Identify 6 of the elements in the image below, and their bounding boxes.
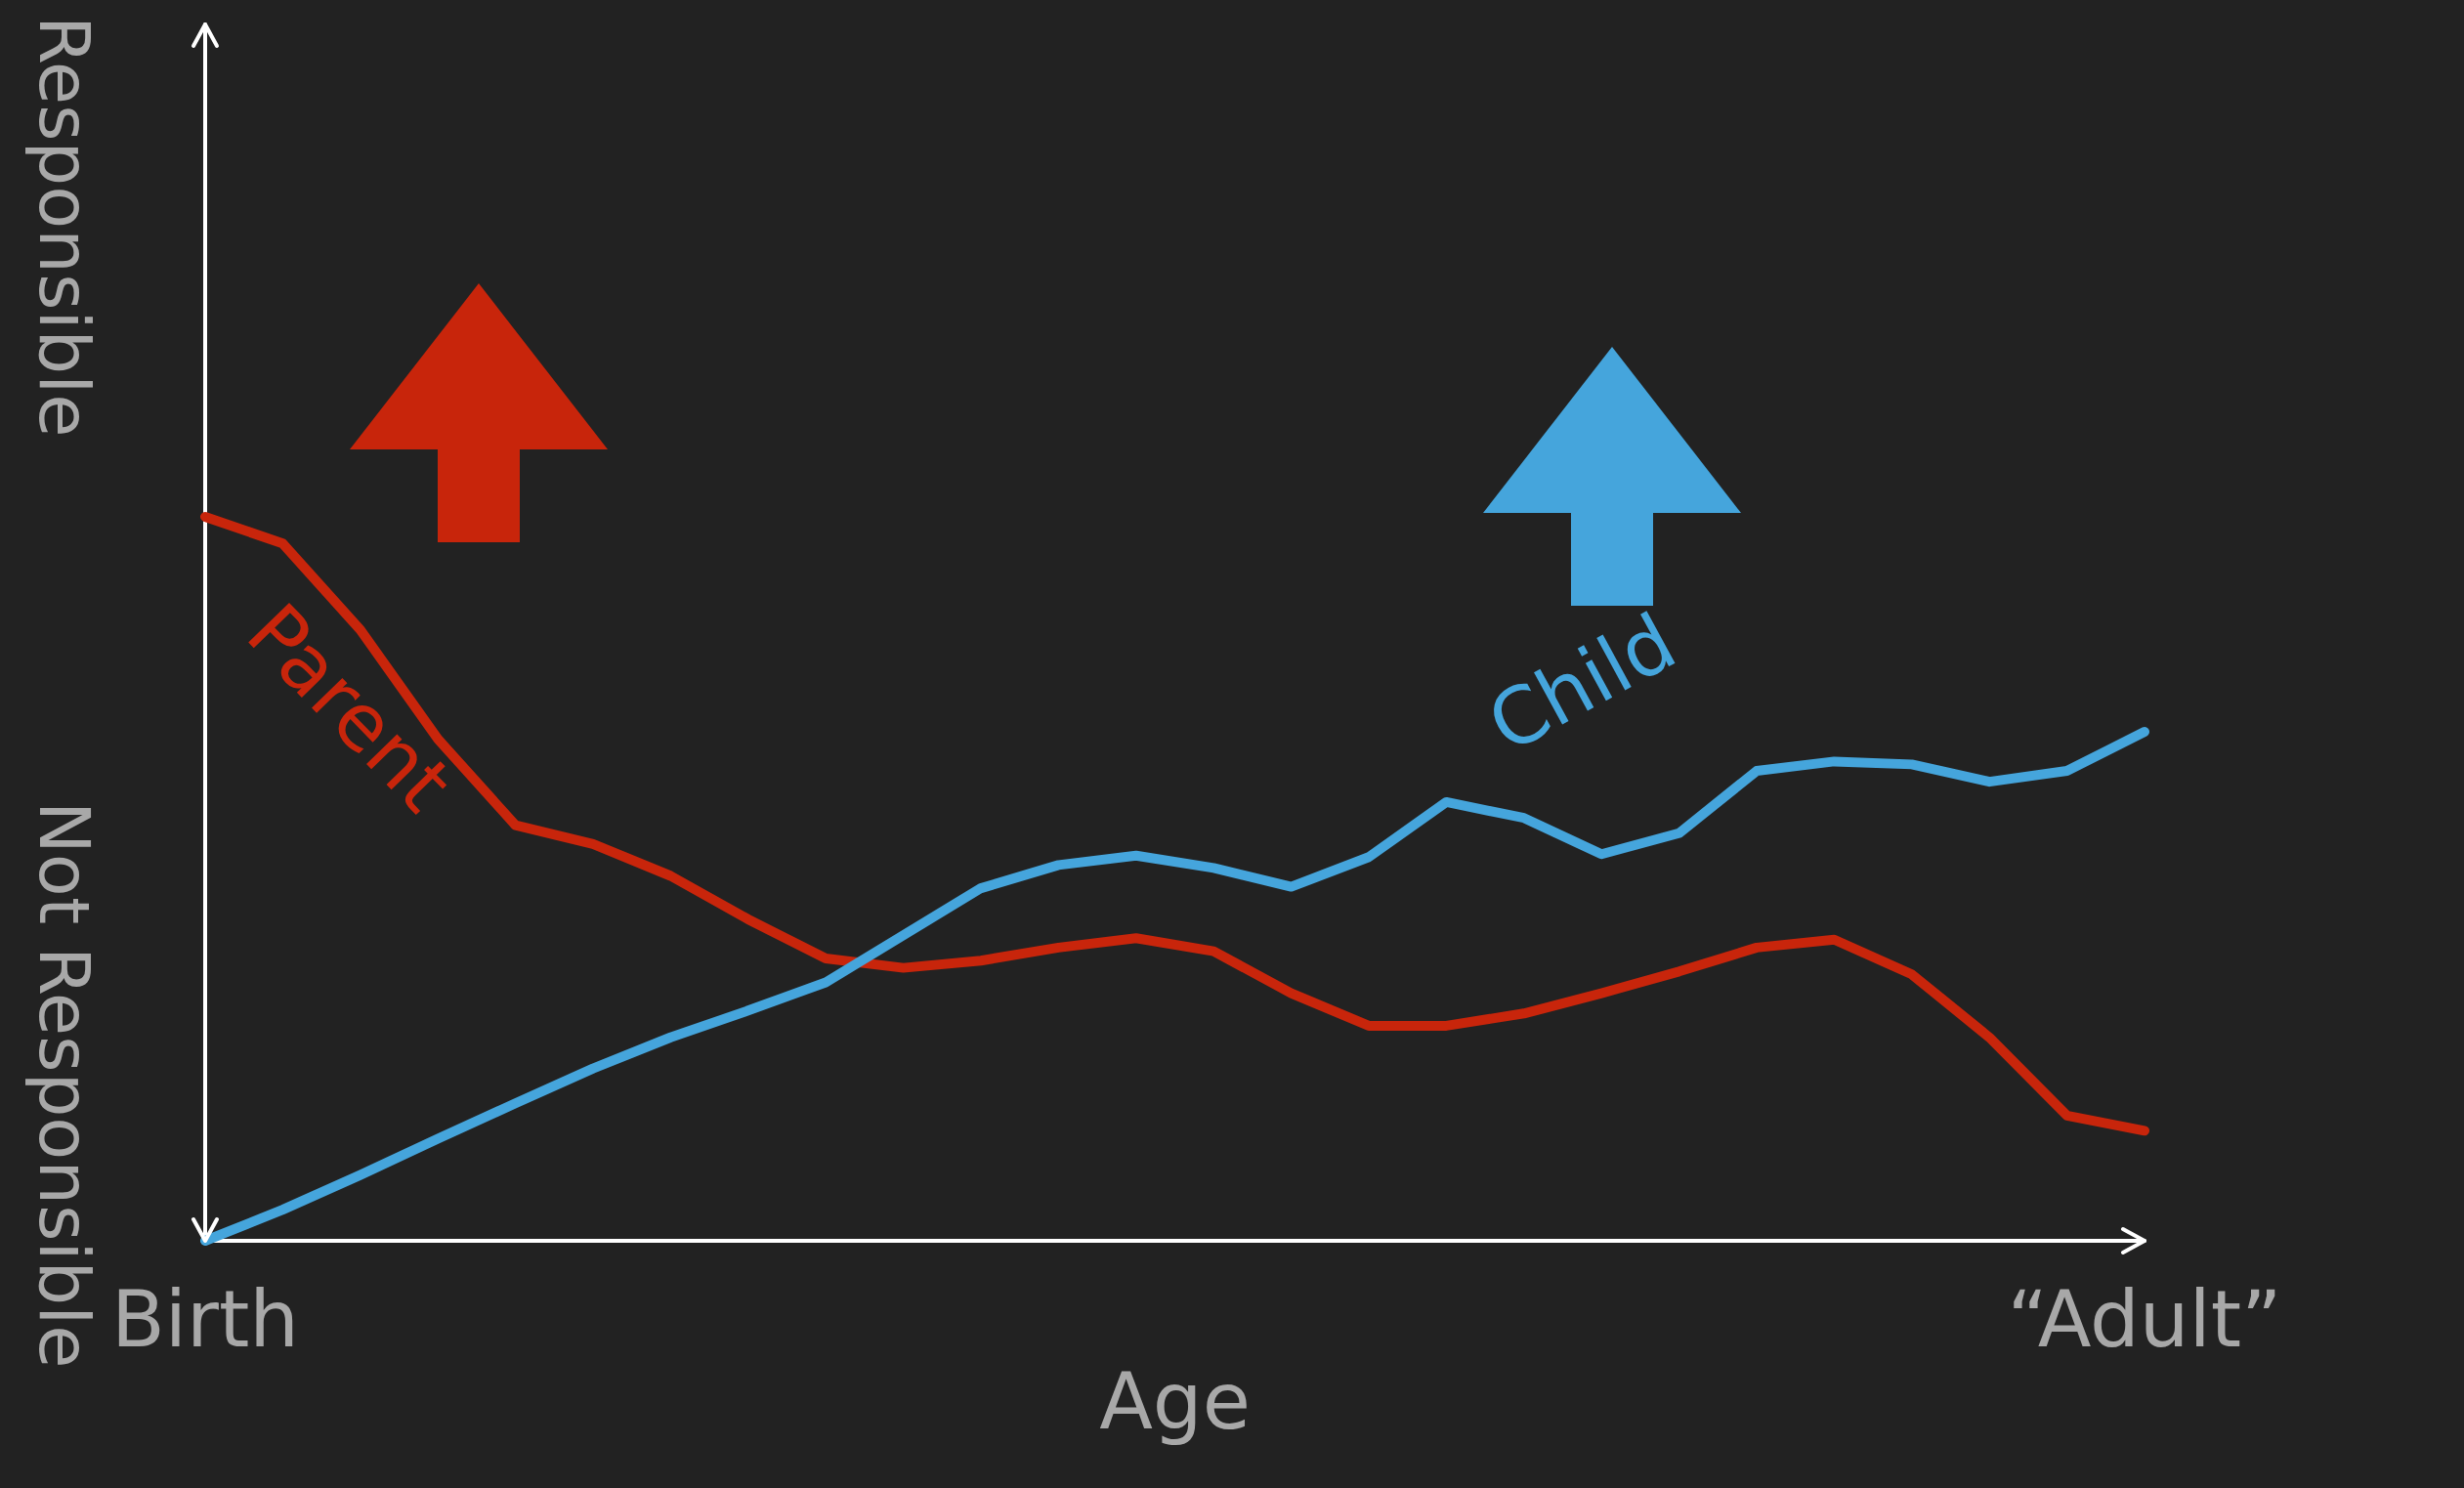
x-axis-title: Age — [1099, 1356, 1251, 1448]
x-tick-label: “Adult” — [2007, 1273, 2282, 1365]
x-tick-label: Birth — [110, 1273, 300, 1365]
text: Responsible — [23, 16, 106, 438]
text: Not Responsible — [23, 801, 106, 1369]
text: Child — [1473, 596, 1691, 771]
